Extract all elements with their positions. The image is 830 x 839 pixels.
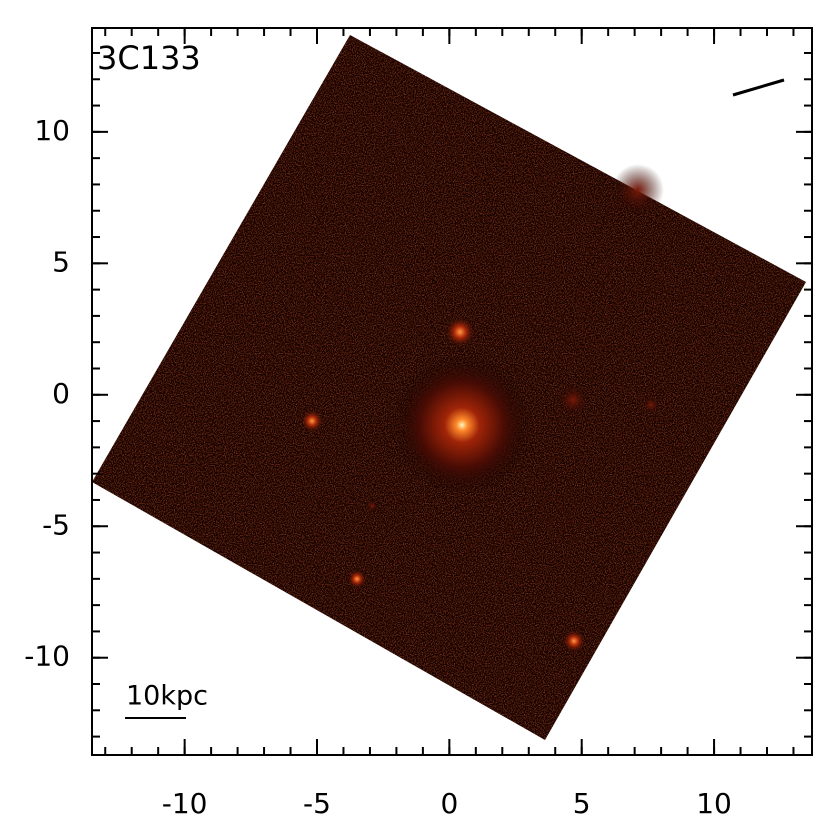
- x-tick-label: 10: [696, 787, 732, 820]
- y-tick-label: 5: [52, 245, 70, 278]
- source: [366, 500, 378, 512]
- x-tick-label: -5: [303, 787, 331, 820]
- source: [444, 316, 476, 348]
- x-tick-label: -10: [162, 787, 208, 820]
- sky-image: [92, 35, 806, 740]
- y-tick-label: 0: [52, 377, 70, 410]
- source: [557, 384, 589, 416]
- x-tick-label: 0: [440, 787, 458, 820]
- y-tick-label: -10: [24, 640, 70, 673]
- source: [642, 396, 660, 414]
- plot-frame: [91, 27, 813, 756]
- source: [300, 409, 324, 433]
- direction-bar: [732, 78, 785, 97]
- source: [347, 569, 367, 589]
- chart-title: 3C133: [97, 39, 201, 77]
- source: [612, 164, 664, 216]
- y-tick-label: -5: [42, 508, 70, 541]
- y-tick-label: 10: [34, 114, 70, 147]
- source: [562, 629, 586, 653]
- scale-bar-label: 10kpc: [126, 681, 208, 712]
- x-tick-label: 5: [573, 787, 591, 820]
- central-source: [392, 355, 532, 495]
